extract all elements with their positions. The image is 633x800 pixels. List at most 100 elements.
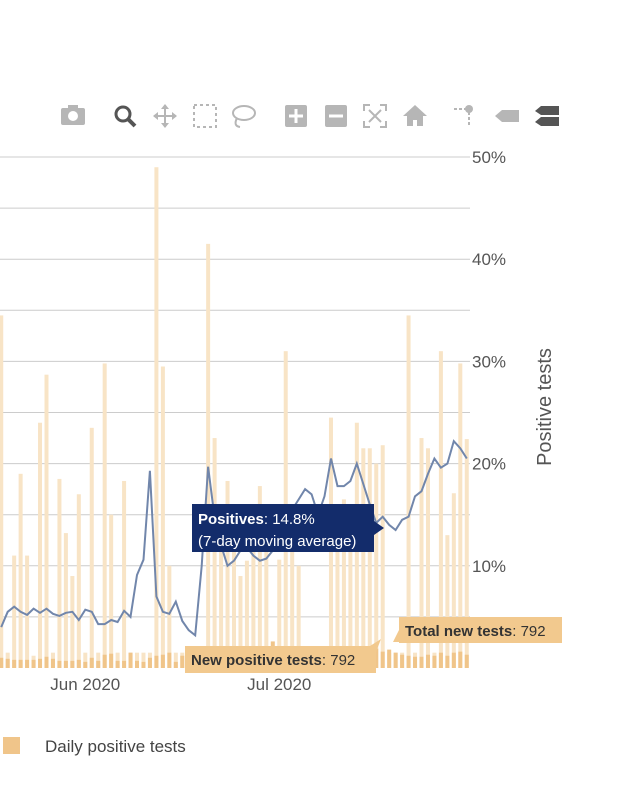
positive-tests-bar	[128, 652, 133, 668]
total-tests-bars	[0, 167, 469, 668]
positive-tests-bar	[464, 654, 469, 668]
total-tests-bar	[231, 530, 237, 668]
zoom-out-icon[interactable]	[325, 105, 347, 127]
total-tests-bar	[238, 576, 243, 668]
tooltip-positives: Positives: 14.8% (7-day moving average)	[192, 504, 384, 552]
legend-label[interactable]: Daily positive tests	[45, 737, 186, 756]
total-tests-bar	[135, 652, 140, 668]
positive-tests-bar	[44, 656, 49, 668]
tooltip-new-positive-key: New positive tests	[191, 652, 322, 669]
tooltip-positives-key: Positives	[198, 511, 264, 528]
total-tests-bar	[0, 315, 4, 668]
total-tests-bar	[70, 576, 75, 668]
modebar	[61, 104, 559, 128]
positive-tests-bar	[109, 653, 114, 668]
hover-compare-icon[interactable]	[535, 106, 559, 126]
total-tests-bar	[83, 652, 88, 668]
positive-tests-bar	[147, 657, 152, 668]
total-tests-bar	[109, 514, 114, 668]
positive-tests-bar	[57, 660, 62, 668]
legend-swatch[interactable]	[3, 737, 20, 754]
total-tests-bar	[115, 652, 120, 668]
positive-tests-bar	[393, 652, 398, 668]
y-axis-title: Positive tests	[534, 348, 556, 466]
positive-tests-bar	[102, 654, 107, 668]
autoscale-icon[interactable]	[363, 104, 387, 128]
total-tests-bar	[335, 524, 340, 668]
total-tests-bar	[244, 560, 249, 668]
total-tests-bar	[380, 445, 385, 668]
tooltip-new-positive-text: New positive tests: 792	[191, 652, 355, 669]
total-tests-bar	[141, 652, 146, 668]
pan-icon[interactable]	[153, 104, 177, 128]
hover-closest-icon[interactable]	[495, 110, 519, 122]
positive-tests-bar	[89, 657, 94, 668]
positive-tests-bar	[406, 655, 411, 668]
camera-icon[interactable]	[61, 105, 85, 125]
tooltip-total-arrow	[393, 630, 405, 642]
positive-tests-bar	[76, 659, 81, 668]
positive-tests-bar	[387, 649, 392, 668]
total-tests-bar	[361, 448, 366, 668]
tooltip-positives-box	[192, 504, 374, 552]
y-tick-label: 10%	[472, 557, 506, 576]
positive-tests-bar	[0, 657, 4, 668]
zoom-icon[interactable]	[114, 105, 137, 128]
positive-tests-bar	[445, 655, 450, 668]
total-tests-bar	[160, 366, 165, 668]
positive-tests-bar	[70, 660, 75, 668]
total-tests-bar	[12, 555, 17, 668]
legend[interactable]: Daily positive tests	[3, 737, 186, 756]
positive-tests-bar	[50, 658, 55, 668]
positive-tests-bar	[438, 652, 443, 668]
total-tests-bar	[212, 438, 217, 668]
positive-tests-bar	[12, 659, 17, 668]
box-select-icon[interactable]	[193, 104, 217, 128]
total-tests-bar	[296, 565, 301, 668]
positive-tests-bar	[380, 651, 385, 668]
total-tests-bar	[44, 374, 49, 668]
tooltip-total-key: Total new tests	[405, 623, 512, 640]
zoom-in-icon[interactable]	[285, 105, 307, 127]
total-tests-bar	[341, 499, 346, 668]
positive-tests-bar	[167, 652, 172, 668]
lasso-select-icon[interactable]	[232, 105, 256, 128]
total-tests-bar	[154, 167, 159, 668]
total-tests-bar	[206, 243, 211, 668]
positive-tests-bar	[122, 660, 127, 668]
total-tests-bar	[451, 493, 456, 668]
positive-tests-bar	[458, 651, 463, 668]
total-tests-bar	[445, 535, 450, 668]
plot-area[interactable]	[0, 156, 470, 668]
total-tests-bar	[122, 480, 127, 668]
spike-lines-icon[interactable]	[454, 105, 473, 126]
total-tests-bar	[38, 422, 43, 668]
tooltip-total: Total new tests: 792	[393, 617, 562, 643]
total-tests-bar	[257, 486, 262, 668]
tooltip-positives-arrow	[374, 521, 384, 535]
tooltip-total-box	[399, 617, 562, 643]
positive-tests-bar	[432, 655, 437, 668]
tooltip-new-positive-value: : 792	[322, 652, 355, 669]
positive-tests-bar	[38, 658, 43, 668]
positive-tests-bar	[160, 654, 165, 668]
positive-tests-bar	[18, 659, 23, 668]
total-tests-bar	[89, 427, 94, 668]
positive-tests-bar	[173, 661, 178, 668]
x-axis-ticks: Jun 2020 Jul 2020	[50, 675, 311, 694]
y-axis-ticks: 10% 20% 30% 40% 50%	[472, 148, 506, 576]
positive-tests-bar	[413, 656, 418, 668]
tooltip-new-positive-arrow	[370, 639, 381, 652]
positive-tests-bar	[419, 656, 424, 668]
total-tests-bar	[438, 351, 443, 668]
total-tests-bar	[173, 652, 178, 668]
reset-axes-icon[interactable]	[403, 105, 427, 126]
total-tests-bar	[96, 652, 101, 668]
total-tests-bar	[406, 315, 411, 668]
positive-tests-bar	[400, 654, 405, 668]
y-tick-label: 20%	[472, 455, 506, 474]
total-tests-bar	[63, 533, 68, 668]
total-tests-bar	[290, 519, 295, 668]
tooltip-positives-text: Positives: 14.8%	[198, 511, 315, 528]
